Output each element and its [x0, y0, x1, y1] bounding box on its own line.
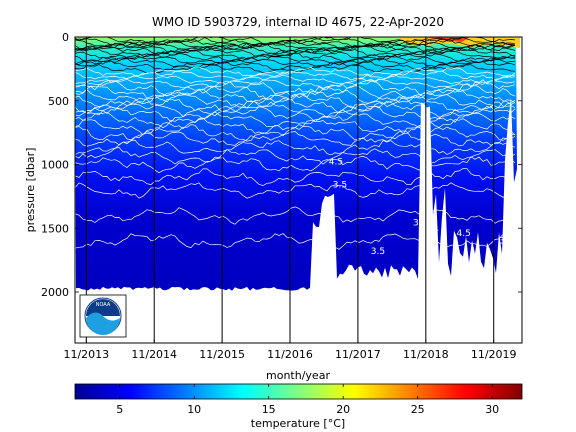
isotherm-line	[75, 105, 516, 123]
contour-label: 4.5	[457, 229, 471, 239]
colorbar-tick-label: 5	[116, 403, 123, 416]
isotherm-line	[75, 78, 516, 89]
isotherm-line	[75, 139, 516, 156]
isotherm-line	[75, 233, 516, 250]
colorbar-tick-label: 30	[485, 403, 499, 416]
x-axis-label: month/year	[266, 369, 330, 382]
isotherm-line	[75, 83, 516, 101]
colorbar-tick-label: 25	[411, 403, 425, 416]
contour-label: 3.5	[371, 247, 385, 257]
plot-area: 4.5 3.5 3 4 3.5 3 4.5 3	[75, 37, 522, 343]
colorbar-tick-label: 10	[187, 403, 201, 416]
isotherm-line	[75, 70, 516, 81]
x-tick-label: 11/2015	[199, 348, 245, 361]
x-tick-label: 11/2014	[131, 348, 177, 361]
noaa-logo-text: NOAA	[96, 302, 111, 308]
contour-labels: 4.5 3.5 3 4 3.5 3 4.5 3	[329, 158, 505, 264]
y-tick-label: 500	[48, 95, 69, 108]
y-axis-label: pressure [dbar]	[24, 148, 37, 233]
isotherm-line	[75, 74, 516, 85]
colorbar-tick-label: 20	[336, 403, 350, 416]
isotherm-line	[75, 57, 515, 68]
contour-label: 3	[463, 253, 469, 263]
isotherm-line	[75, 44, 516, 56]
contour-label: 4	[433, 225, 439, 235]
contour-label: 3	[499, 237, 505, 247]
colorbar-tick-label: 15	[262, 403, 276, 416]
contour-label: 3	[413, 219, 419, 229]
isotherm-line	[75, 37, 516, 46]
y-tick-label: 0	[62, 31, 69, 44]
isotherm-line	[75, 60, 516, 71]
contour-lines	[75, 37, 516, 250]
x-tick-label: 11/2017	[335, 348, 381, 361]
x-tick-label: 11/2013	[63, 348, 109, 361]
isotherm-line	[75, 130, 516, 147]
x-axis-ticks: 11/2013 11/2014 11/2015 11/2016 11/2017 11/20…	[63, 339, 517, 361]
x-tick-label: 11/2018	[403, 348, 449, 361]
isotherm-line	[75, 96, 516, 114]
isotherm-line	[75, 111, 516, 129]
isotherm-line	[75, 124, 516, 142]
x-tick-label: 11/2016	[267, 348, 313, 361]
y-axis-ticks: 0 500 1000 1500 2000	[41, 31, 522, 299]
isotherm-line	[75, 55, 516, 65]
x-tick-label: 11/2019	[471, 348, 517, 361]
isotherm-line	[75, 79, 516, 97]
y-tick-label: 1500	[41, 222, 69, 235]
colorbar	[74, 383, 523, 400]
isotherm-line	[75, 42, 516, 54]
isotherm-line	[75, 88, 516, 106]
tick-marker-lines	[85, 37, 495, 343]
chart-title: WMO ID 5903729, internal ID 4675, 22-Apr…	[152, 15, 444, 29]
isotherm-line	[75, 168, 516, 186]
contour-label: 3.5	[333, 180, 347, 190]
isotherm-line	[75, 41, 516, 52]
isotherm-line	[75, 155, 516, 174]
temperature-field	[75, 37, 517, 291]
isotherm-line	[75, 206, 516, 225]
isotherm-line	[75, 182, 516, 199]
noaa-logo: NOAA	[79, 294, 127, 338]
colorbar-label: temperature [°C]	[251, 417, 345, 430]
isotherm-line	[75, 40, 516, 50]
axes-frame	[74, 36, 523, 344]
y-tick-label: 1000	[41, 159, 69, 172]
isotherm-line	[75, 47, 516, 58]
y-tick-label: 2000	[41, 286, 69, 299]
isotherm-line	[75, 147, 516, 165]
colorbar-ticks: 5 10 15 20 25 30	[116, 384, 499, 416]
contour-label: 4.5	[329, 158, 343, 168]
isotherm-line	[75, 92, 516, 109]
isotherm-line	[75, 52, 516, 63]
